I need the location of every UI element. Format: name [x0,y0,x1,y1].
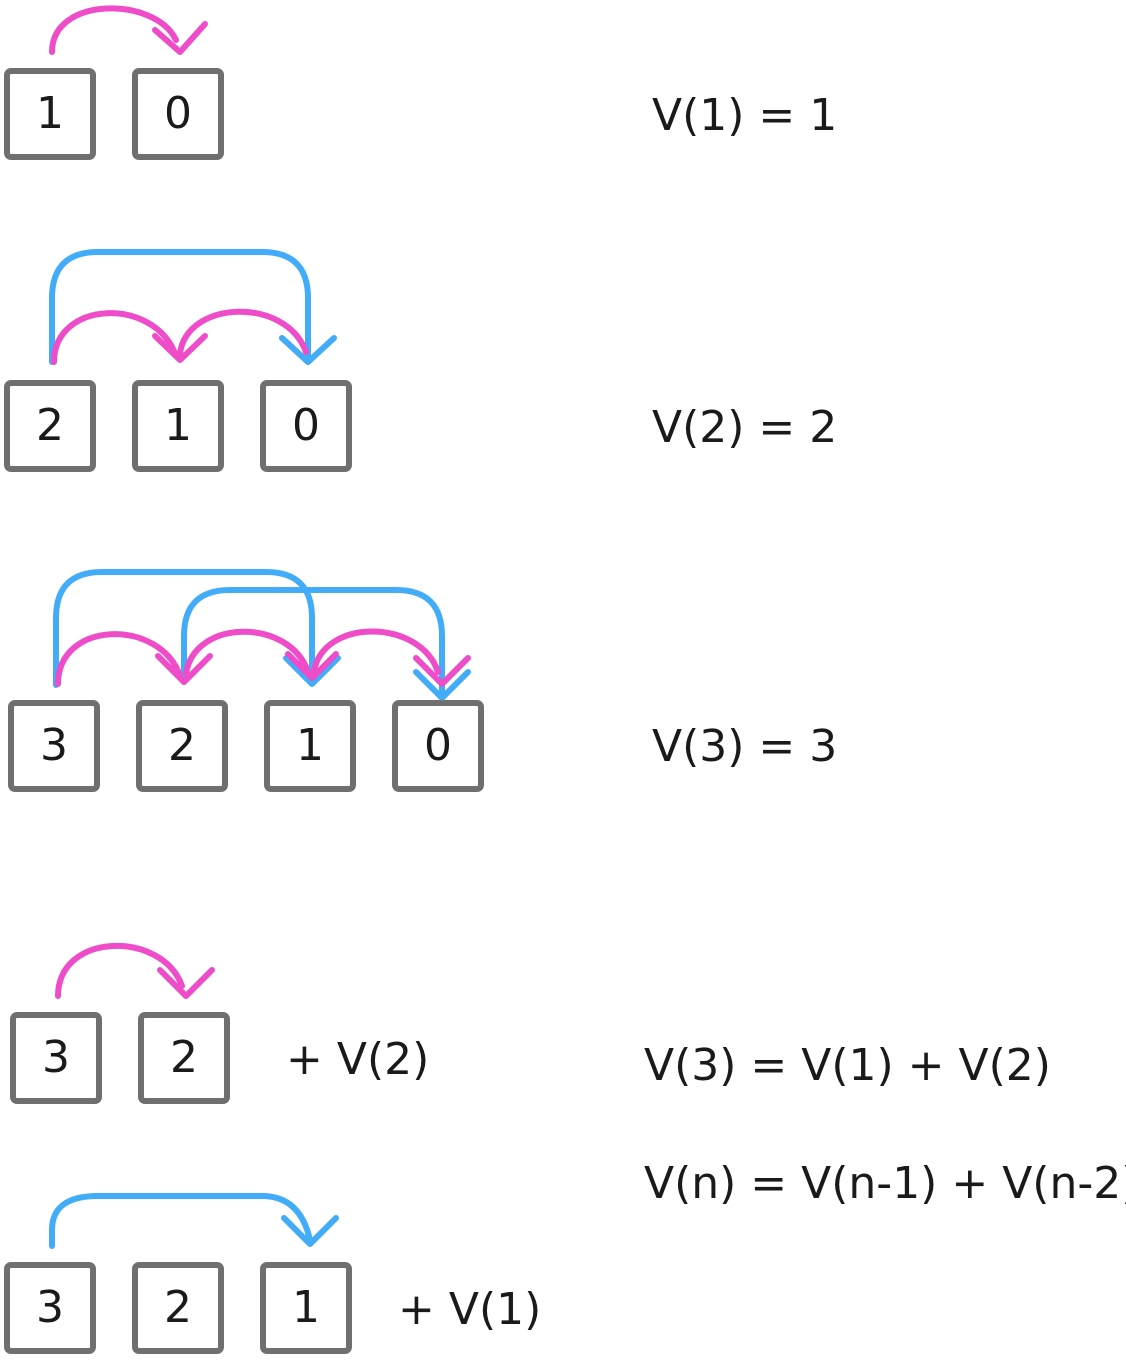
arrow-row2-step1b [177,308,309,357]
step-cell: 1 [4,68,96,160]
step-cell: 3 [10,1012,102,1104]
arrow-row3-step1a [55,631,183,687]
step-cell: 2 [4,380,96,472]
arrow-row1-step1 [49,5,179,55]
arrow-row3-step1b-head [285,651,339,681]
arrow-row4-step1-head [157,967,215,999]
step-cell: 2 [136,700,228,792]
arrow-row2-step1a [51,310,179,365]
arrow-row4-step1 [55,943,185,999]
step-cell: 2 [132,1262,224,1354]
suffix-label-plus-v2: + V(2) [286,1034,430,1085]
arrow-row3-step1c-head [413,655,471,687]
result-label-v3: V(3) = 3 [652,721,838,772]
arrow-row3-step1a-head [155,653,213,685]
arrow-row3-step1c [311,628,441,675]
recurrence-example: V(3) = V(1) + V(2) [644,1040,1051,1091]
step-cell: 0 [260,380,352,472]
arrow-row2-step1a-head [152,333,208,363]
result-label-v2: V(2) = 2 [652,402,838,453]
arrow-row2-step2 [49,249,311,365]
arrow-row5-step2-head [281,1215,339,1247]
step-cell: 2 [138,1012,230,1104]
arrow-row2-step2-head [279,335,337,365]
arrow-row3-step1b [183,628,311,677]
arrow-row3-step2b [181,587,445,699]
recurrence-general: V(n) = V(n-1) + V(n-2) [644,1158,1126,1209]
step-cell: 1 [132,380,224,472]
result-label-v1: V(1) = 1 [652,90,838,141]
step-cell: 0 [132,68,224,160]
step-cell: 3 [4,1262,96,1354]
step-cell: 0 [392,700,484,792]
arrow-row1-step1-head [152,21,208,55]
arrow-row3-step2b-head [413,669,471,701]
arrow-row3-step2a-head [283,655,341,687]
arrow-row3-step2a [53,569,315,688]
step-cell: 1 [260,1262,352,1354]
step-cell: 3 [8,700,100,792]
arrow-row5-step2 [49,1193,313,1249]
step-cell: 1 [264,700,356,792]
suffix-label-plus-v1: + V(1) [398,1284,542,1335]
